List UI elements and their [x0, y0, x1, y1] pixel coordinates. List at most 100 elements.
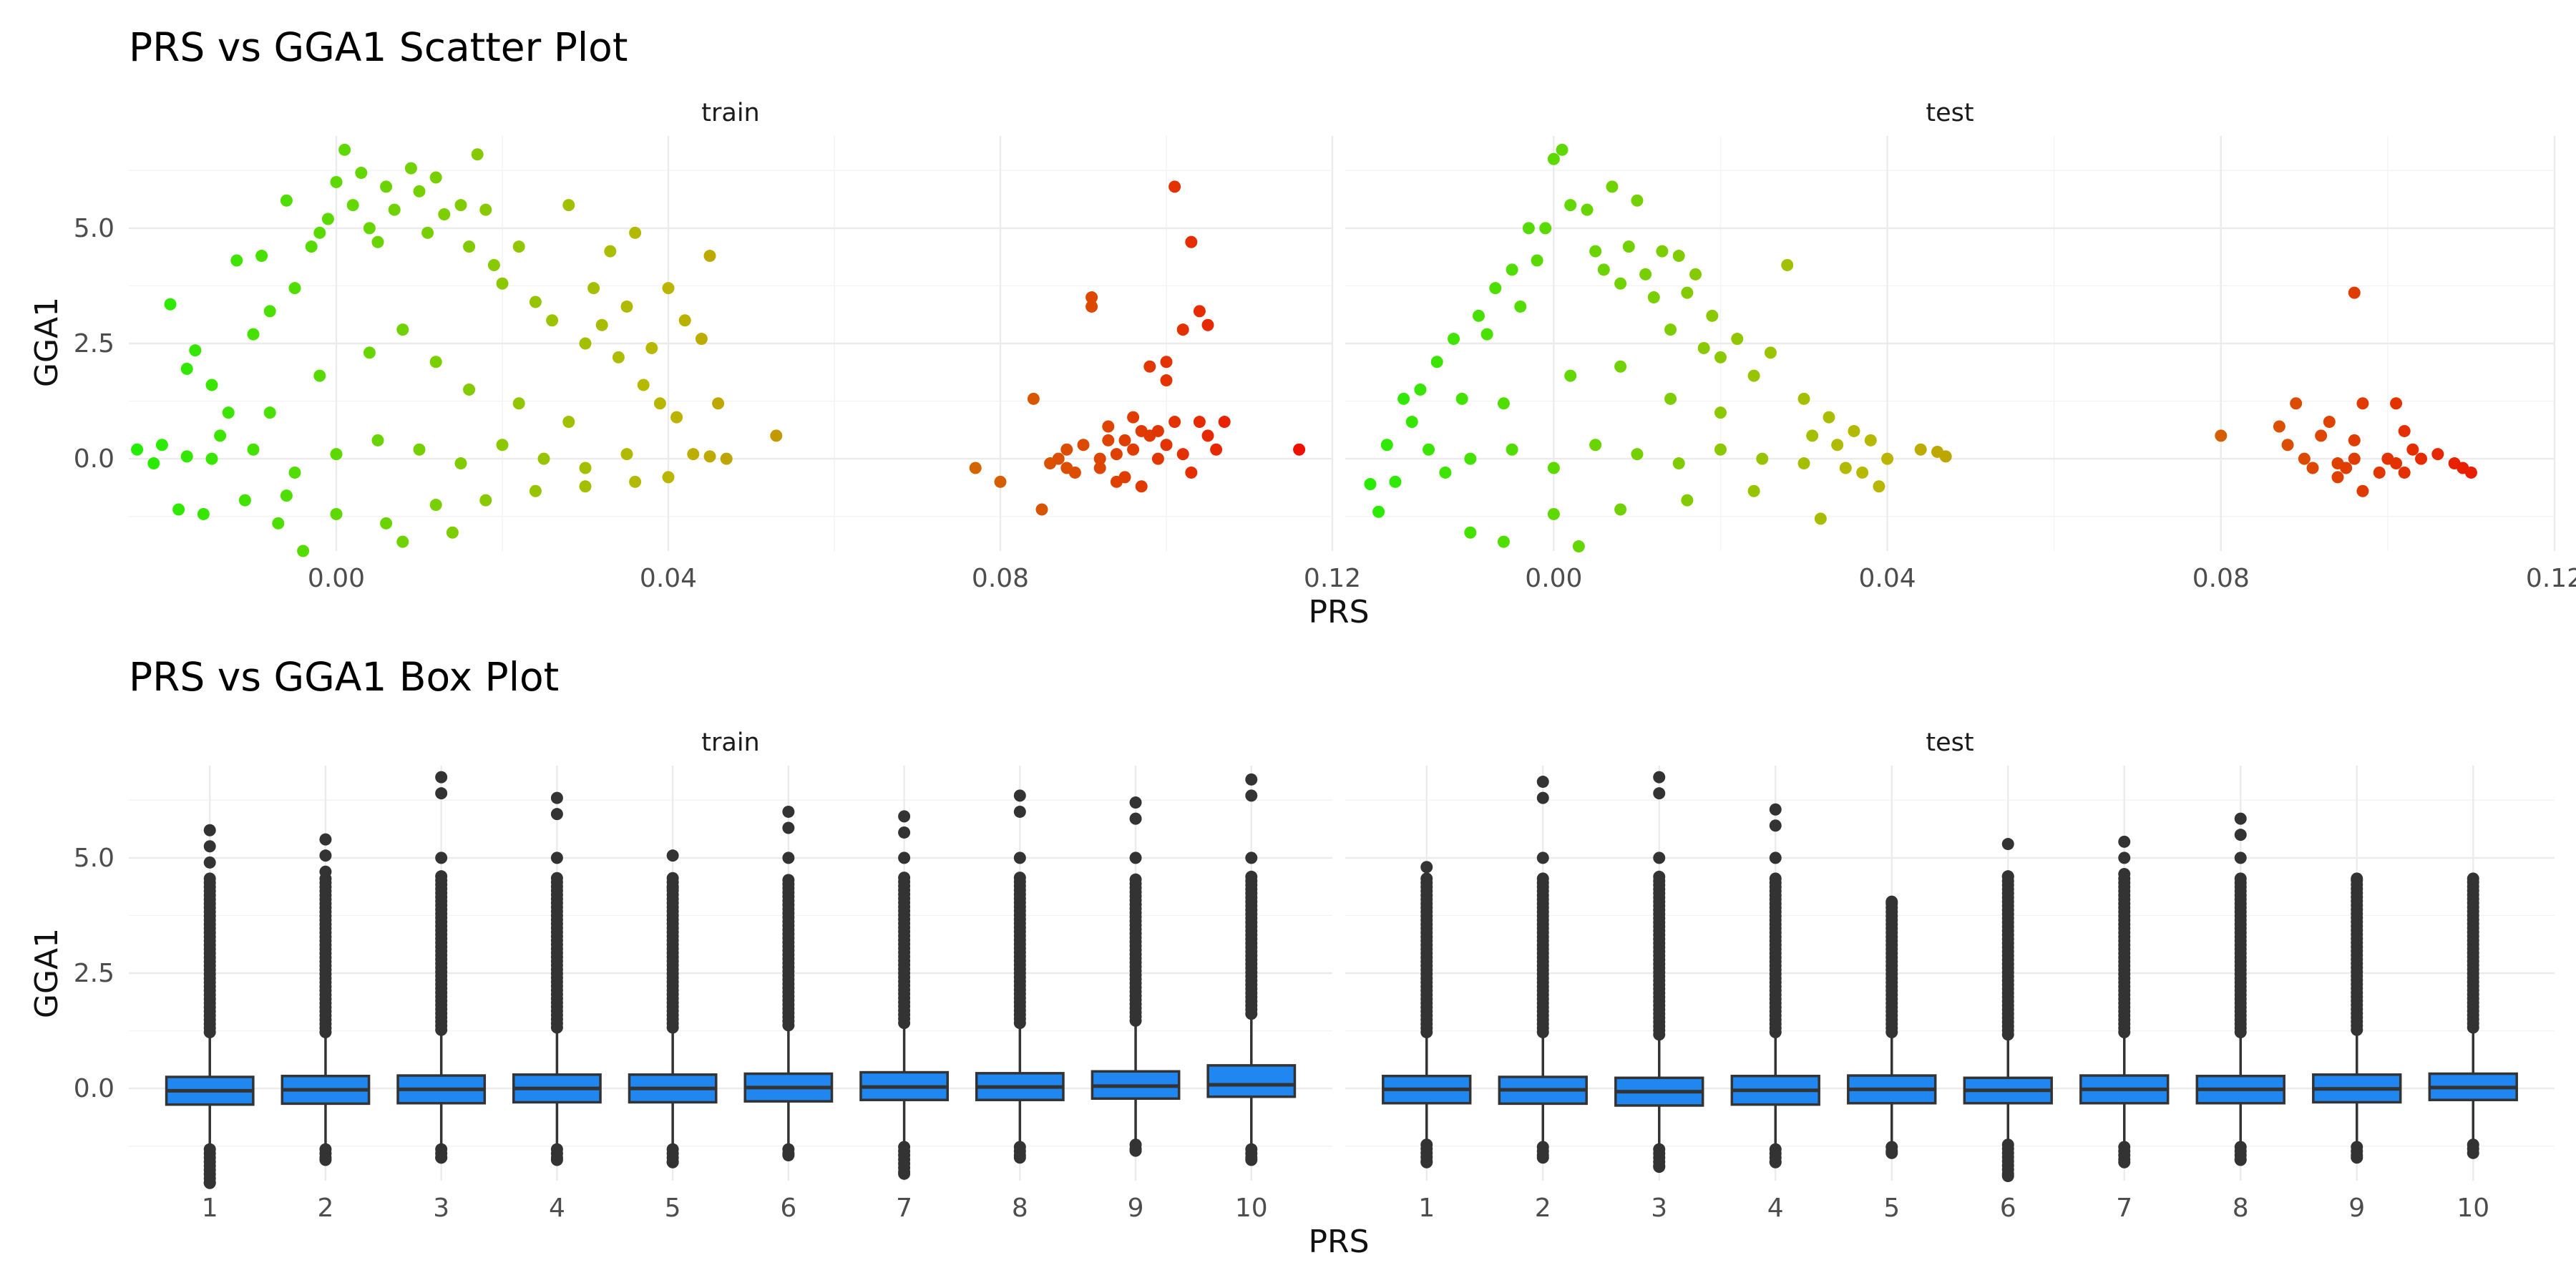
- box-outlier: [435, 787, 448, 800]
- scatter-point: [288, 466, 301, 479]
- scatter-point: [1664, 323, 1677, 336]
- box-outlier: [550, 1153, 563, 1166]
- scatter-point: [637, 379, 650, 391]
- scatter-point: [1614, 503, 1627, 516]
- scatter-point: [1756, 452, 1769, 465]
- scatter-point: [263, 305, 276, 318]
- scatter-point: [1631, 448, 1644, 461]
- box-outlier: [1653, 870, 1666, 883]
- scatter-point: [1127, 443, 1140, 456]
- scatter-point: [338, 143, 351, 156]
- scatter-point: [678, 314, 691, 327]
- x-tick-label: 5: [665, 1194, 681, 1223]
- scatter-point: [1372, 505, 1385, 518]
- x-tick-label: 2: [317, 1194, 333, 1223]
- scatter-point: [2348, 452, 2361, 465]
- scatter-point: [189, 344, 202, 357]
- scatter-point: [155, 439, 168, 452]
- box-outlier: [1129, 812, 1142, 825]
- scatter-point: [463, 383, 476, 396]
- scatter-point: [2390, 397, 2403, 410]
- box-rect: [1206, 1064, 1297, 1098]
- scatter-point: [205, 452, 218, 465]
- scatter-point: [1160, 356, 1173, 369]
- scatter-x-axis-title: PRS: [1308, 594, 1369, 630]
- box-outlier: [1653, 787, 1666, 800]
- scatter-point: [1455, 392, 1468, 405]
- scatter-point: [1531, 254, 1543, 267]
- box-outlier: [1536, 872, 1549, 885]
- box-outlier: [1653, 852, 1666, 864]
- scatter-point: [280, 489, 293, 502]
- scatter-point: [720, 452, 733, 465]
- scatter-point: [230, 254, 243, 267]
- scatter-point: [1939, 450, 1952, 463]
- scatter-point: [612, 351, 625, 364]
- scatter-point: [1093, 462, 1106, 474]
- scatter-point: [2281, 439, 2294, 452]
- scatter-point: [1639, 268, 1652, 280]
- scatter-point: [404, 162, 417, 175]
- scatter-point: [1622, 240, 1635, 253]
- scatter-point: [1747, 484, 1760, 497]
- scatter-point: [487, 258, 500, 271]
- scatter-point: [496, 439, 509, 452]
- scatter-point: [1143, 360, 1156, 373]
- scatter-point: [1681, 286, 1694, 299]
- scatter-point: [454, 457, 467, 470]
- x-tick-label: 4: [549, 1194, 565, 1223]
- box-outlier: [1245, 773, 1258, 786]
- scatter-point: [1077, 439, 1090, 452]
- scatter-point: [1110, 475, 1123, 488]
- y-tick-label: 5.0: [74, 214, 114, 243]
- scatter-point: [1380, 439, 1393, 452]
- scatter-point: [1118, 434, 1131, 447]
- scatter-point: [1714, 406, 1727, 419]
- scatter-facet-test-label: test: [1926, 99, 1974, 127]
- scatter-point: [1814, 512, 1827, 525]
- scatter-point: [1681, 494, 1694, 507]
- box-facet-train-label: train: [701, 728, 759, 757]
- scatter-plot-title: PRS vs GGA1 Scatter Plot: [129, 24, 628, 70]
- box-outlier: [898, 810, 911, 823]
- scatter-point: [529, 484, 542, 497]
- scatter-point: [1389, 475, 1402, 488]
- scatter-point: [429, 171, 442, 184]
- scatter-point: [1864, 434, 1877, 447]
- scatter-point: [1631, 194, 1644, 207]
- scatter-point: [2348, 434, 2361, 447]
- scatter-point: [413, 185, 426, 197]
- scatter-point: [1497, 535, 1510, 548]
- box-outlier: [898, 852, 911, 864]
- scatter-point: [363, 222, 376, 235]
- scatter-point: [2464, 466, 2477, 479]
- scatter-point: [2390, 457, 2403, 470]
- box-outlier: [1245, 870, 1258, 883]
- scatter-point: [1060, 462, 1073, 474]
- scatter-point: [371, 434, 384, 447]
- scatter-panel-test: 0.00 0.04 0.08 0.12: [1345, 136, 2576, 593]
- scatter-point: [1806, 429, 1819, 442]
- scatter-point: [1914, 443, 1927, 456]
- scatter-point: [346, 199, 359, 212]
- scatter-point: [1185, 235, 1198, 248]
- scatter-point: [1881, 452, 1894, 465]
- box-outlier: [666, 849, 679, 862]
- box-outlier: [2118, 852, 2131, 864]
- scatter-point: [1085, 291, 1098, 304]
- x-tick-label: 6: [780, 1194, 796, 1223]
- scatter-point: [396, 535, 409, 548]
- x-tick-label: 0.12: [2526, 564, 2576, 593]
- scatter-point: [1169, 416, 1181, 429]
- scatter-point: [1110, 448, 1123, 461]
- scatter-point: [1364, 478, 1377, 491]
- x-tick-label: 6: [2000, 1194, 2016, 1223]
- y-tick-label: 0.0: [74, 1074, 114, 1103]
- box-outlier: [1885, 895, 1898, 908]
- box-outlier: [550, 872, 563, 884]
- scatter-point: [214, 429, 227, 442]
- x-tick-label: 3: [1651, 1194, 1667, 1223]
- scatter-point: [1480, 328, 1493, 341]
- scatter-point: [272, 517, 285, 530]
- scatter-point: [1085, 300, 1098, 313]
